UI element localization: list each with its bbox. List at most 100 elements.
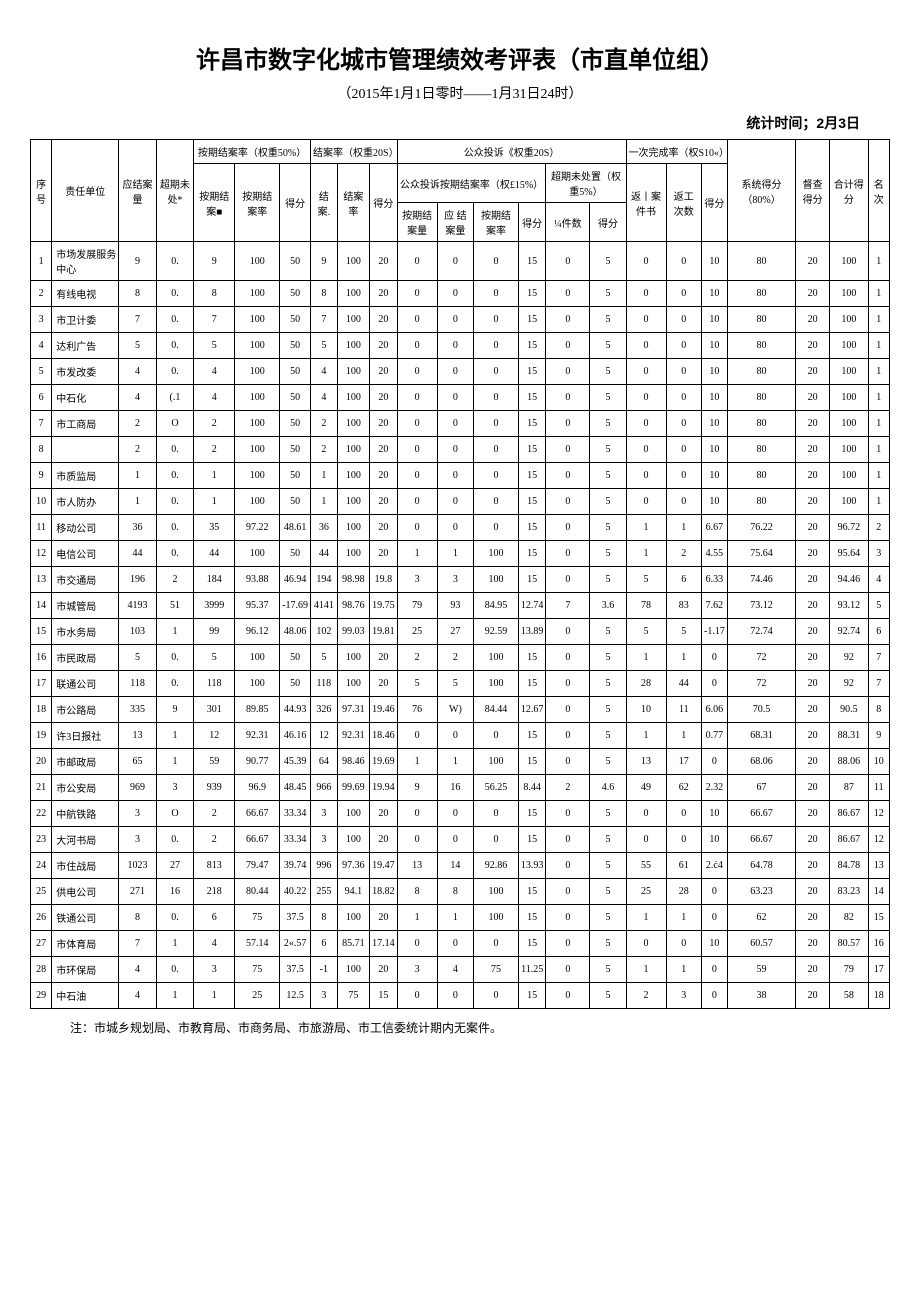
table-cell: 9: [156, 697, 193, 723]
table-cell: 1: [666, 905, 701, 931]
table-cell: 20: [796, 697, 830, 723]
table-cell: 5: [590, 645, 626, 671]
table-cell: 0: [474, 359, 519, 385]
table-cell: 6: [194, 905, 235, 931]
table-cell: 35: [194, 515, 235, 541]
table-cell: 5: [119, 333, 157, 359]
table-cell: 5: [590, 567, 626, 593]
table-cell: 有线电视: [52, 281, 119, 307]
table-cell: 48.06: [280, 619, 311, 645]
table-cell: 3: [119, 801, 157, 827]
table-cell: 20: [370, 905, 398, 931]
table-cell: 1: [626, 905, 666, 931]
table-cell: 96.12: [235, 619, 280, 645]
table-cell: 0: [397, 281, 437, 307]
table-cell: 5: [590, 671, 626, 697]
table-cell: 996: [311, 853, 338, 879]
table-cell: 96.9: [235, 775, 280, 801]
table-cell: 1: [437, 905, 473, 931]
table-cell: 0: [626, 385, 666, 411]
table-cell: 0: [437, 463, 473, 489]
table-cell: 20: [370, 385, 398, 411]
table-cell: 100: [474, 645, 519, 671]
table-cell: 0: [666, 463, 701, 489]
col-score4: 得分: [590, 203, 626, 242]
table-cell: 12.74: [518, 593, 546, 619]
table-cell: 23: [31, 827, 52, 853]
table-cell: 8: [194, 281, 235, 307]
table-cell: 1: [311, 463, 338, 489]
table-cell: 75: [235, 957, 280, 983]
table-cell: 市场发展服务中心: [52, 242, 119, 281]
table-cell: 80.44: [235, 879, 280, 905]
table-cell: 15: [518, 333, 546, 359]
table-cell: 5: [590, 931, 626, 957]
table-cell: 20: [796, 931, 830, 957]
col-close-group: 结案率（权重20S）: [311, 140, 398, 164]
table-cell: 11: [666, 697, 701, 723]
table-cell: 9: [119, 242, 157, 281]
table-cell: 100: [235, 359, 280, 385]
table-cell: 0: [546, 879, 590, 905]
table-cell: 0: [474, 515, 519, 541]
table-cell: 0.: [156, 957, 193, 983]
col-sys-score: 系统得分（80%）: [727, 140, 795, 242]
table-cell: 27: [156, 853, 193, 879]
table-cell: 3: [868, 541, 889, 567]
table-cell: 12: [31, 541, 52, 567]
table-cell: 50: [280, 333, 311, 359]
table-cell: 4: [437, 957, 473, 983]
table-cell: 0: [546, 905, 590, 931]
table-cell: 2: [194, 411, 235, 437]
table-cell: 33.34: [280, 827, 311, 853]
footnote: 注：市城乡规划局、市教育局、市商务局、市旅游局、市工信委统计期内无案件。: [30, 1019, 890, 1036]
evaluation-table: 序号 责任单位 应结案量 超期未处* 按期结案率（权重50%） 结案率（权重20…: [30, 139, 890, 1009]
table-cell: 1: [868, 385, 889, 411]
table-cell: 15: [518, 437, 546, 463]
table-cell: 63.23: [727, 879, 795, 905]
table-row: 29中石油4112512.537515000150523038205818: [31, 983, 890, 1009]
table-cell: 0: [546, 333, 590, 359]
table-cell: 25: [397, 619, 437, 645]
table-cell: 15: [518, 723, 546, 749]
table-cell: 14: [31, 593, 52, 619]
table-cell: 15: [518, 671, 546, 697]
table-cell: 20: [370, 671, 398, 697]
table-row: 11移动公司360.3597.2248.6136100200001505116.…: [31, 515, 890, 541]
table-cell: 20: [796, 723, 830, 749]
table-cell: 0: [626, 333, 666, 359]
table-cell: 50: [280, 489, 311, 515]
table-cell: 15: [518, 463, 546, 489]
table-cell: 5: [590, 333, 626, 359]
table-cell: 80: [727, 307, 795, 333]
table-row: 15市水务局10319996.1248.0610299.0319.8125279…: [31, 619, 890, 645]
table-cell: 0: [397, 801, 437, 827]
table-cell: 15: [518, 242, 546, 281]
table-cell: 0: [666, 931, 701, 957]
table-cell: 20: [796, 411, 830, 437]
table-cell: 20: [796, 541, 830, 567]
table-cell: 20: [370, 411, 398, 437]
table-cell: 19: [31, 723, 52, 749]
table-cell: 5: [868, 593, 889, 619]
table-cell: 83: [666, 593, 701, 619]
table-cell: 5: [590, 359, 626, 385]
table-cell: 市环保局: [52, 957, 119, 983]
table-cell: 0: [666, 307, 701, 333]
col-ontime-rate: 按期结案率: [235, 164, 280, 242]
table-cell: 0: [474, 281, 519, 307]
table-cell: 99.03: [337, 619, 369, 645]
table-cell: 61: [666, 853, 701, 879]
table-row: 14市城管局419351399995.37-17.69414198.7619.7…: [31, 593, 890, 619]
table-cell: 大河书局: [52, 827, 119, 853]
table-cell: 5: [311, 333, 338, 359]
table-cell: 15: [518, 567, 546, 593]
table-cell: 100: [830, 333, 868, 359]
table-cell: 48.61: [280, 515, 311, 541]
table-cell: 20: [796, 619, 830, 645]
table-cell: 1: [156, 723, 193, 749]
table-cell: 13: [626, 749, 666, 775]
table-cell: 2: [666, 541, 701, 567]
col-score1: 得分: [280, 164, 311, 242]
table-cell: 72: [727, 671, 795, 697]
